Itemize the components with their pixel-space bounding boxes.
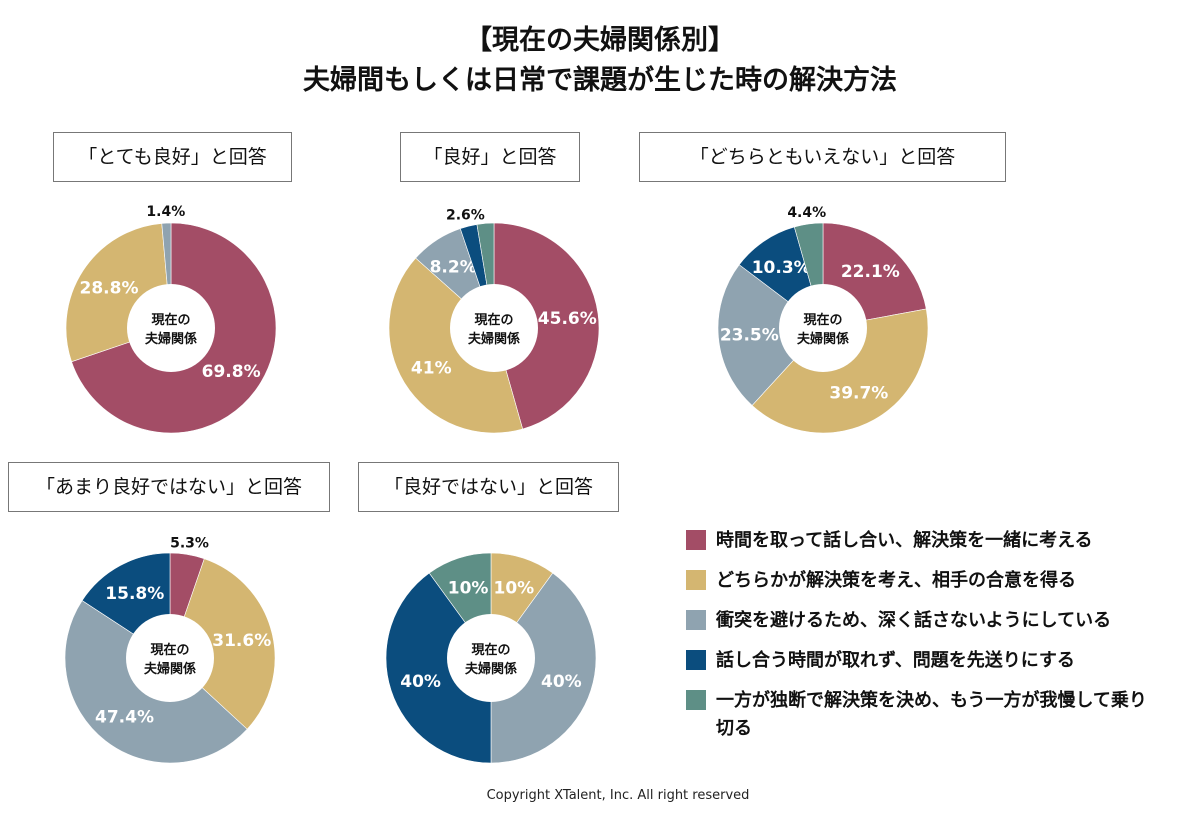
data-label: 28.8%	[80, 279, 139, 299]
data-label: 22.1%	[841, 262, 900, 282]
title-line-2: 夫婦間もしくは日常で課題が生じた時の解決方法	[303, 65, 897, 96]
data-label: 10%	[448, 579, 489, 599]
data-label: 10%	[494, 579, 535, 599]
legend-swatch	[686, 650, 706, 670]
donut-hole	[126, 614, 214, 702]
donut-hole	[779, 284, 867, 372]
legend-label: どちらかが解決策を考え、相手の合意を得る	[716, 570, 1076, 591]
legend-swatch	[686, 570, 706, 590]
center-label: 現在の	[471, 642, 510, 658]
legend-label: 時間を取って話し合い、解決策を一緒に考える	[716, 530, 1093, 551]
donut-hole	[450, 284, 538, 372]
data-label: 10.3%	[752, 258, 811, 278]
legend-swatch	[686, 610, 706, 630]
pie-slice	[493, 222, 600, 430]
data-label: 15.8%	[105, 584, 164, 604]
pie-slice	[169, 558, 276, 730]
donut-hole	[447, 614, 535, 702]
chart-title-2: 「良好」と回答	[400, 132, 580, 182]
legend-item: 一方が独断で解決策を決め、もう一方が我慢して乗り切る	[686, 687, 1166, 743]
center-label: 現在の	[151, 312, 190, 328]
legend-label: 話し合う時間が取れず、問題を先送りにする	[716, 650, 1075, 671]
data-label: 4.4%	[787, 205, 826, 221]
data-label: 1.4%	[146, 204, 185, 220]
legend-item: 衝突を避けるため、深く話さないようにしている	[686, 607, 1166, 635]
legend-swatch	[686, 530, 706, 550]
center-label: 夫婦関係	[465, 661, 517, 677]
pie-slice	[385, 572, 492, 764]
data-label: 45.6%	[538, 309, 597, 329]
data-label: 47.4%	[95, 707, 154, 727]
pie-slice	[751, 308, 929, 434]
data-label: 2.6%	[446, 208, 485, 224]
copyright: Copyright XTalent, Inc. All right reserv…	[486, 788, 750, 803]
data-label: 23.5%	[720, 326, 779, 346]
donut-hole	[127, 284, 215, 372]
chart-title-1: 「とても良好」と回答	[53, 132, 292, 182]
data-label: 31.6%	[212, 631, 271, 651]
data-label: 40%	[541, 672, 582, 692]
chart-title-5: 「良好ではない」と回答	[358, 462, 619, 512]
center-label: 現在の	[150, 642, 189, 658]
center-label: 夫婦関係	[145, 331, 197, 347]
center-label: 現在の	[803, 312, 842, 328]
pie-slice	[490, 572, 597, 764]
legend-item: 話し合う時間が取れず、問題を先送りにする	[686, 647, 1166, 675]
data-label: 8.2%	[430, 257, 477, 277]
pie-slice	[717, 264, 824, 406]
chart-title-3: 「どちらともいえない」と回答	[639, 132, 1006, 182]
data-label: 41%	[411, 358, 452, 378]
legend: 時間を取って話し合い、解決策を一緒に考える どちらかが解決策を考え、相手の合意を…	[686, 527, 1166, 755]
center-label: 夫婦関係	[797, 331, 849, 347]
legend-label: 衝突を避けるため、深く話さないようにしている	[716, 610, 1112, 631]
data-label: 69.8%	[202, 362, 261, 382]
data-label: 40%	[400, 672, 441, 692]
center-label: 夫婦関係	[468, 331, 520, 347]
center-label: 現在の	[474, 312, 513, 328]
data-label: 5.3%	[170, 536, 209, 552]
title-line-1: 【現在の夫婦関係別】	[465, 25, 735, 56]
legend-label: 一方が独断で解決策を決め、もう一方が我慢して乗り切る	[716, 690, 1147, 739]
legend-swatch	[686, 690, 706, 710]
legend-item: 時間を取って話し合い、解決策を一緒に考える	[686, 527, 1166, 555]
chart-title-4: 「あまり良好ではない」と回答	[8, 462, 330, 512]
center-label: 夫婦関係	[144, 661, 196, 677]
data-label: 39.7%	[829, 384, 888, 404]
legend-item: どちらかが解決策を考え、相手の合意を得る	[686, 567, 1166, 595]
